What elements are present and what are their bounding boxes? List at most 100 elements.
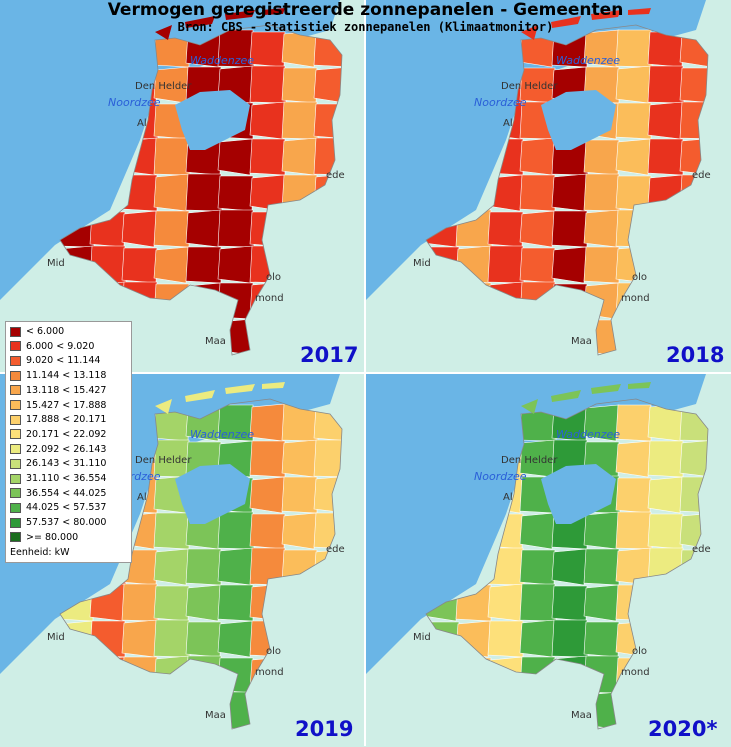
map-label-maa: Maa: [205, 336, 226, 347]
map-panel-top-right: 2018 Waddenzee Noordzee Den Helder Al ede Mid…: [366, 0, 731, 373]
legend-label: 20.171 < 22.092: [26, 428, 107, 440]
map-label-waddenzee: Waddenzee: [190, 428, 255, 441]
municipality: [185, 584, 222, 622]
legend-label: 6.000 < 9.020: [26, 340, 95, 352]
wadden-island: [521, 25, 538, 40]
municipality: [487, 245, 525, 284]
wadden-island: [591, 10, 621, 20]
legend-swatch: [10, 414, 21, 425]
year-label: 2018: [666, 343, 725, 367]
municipality: [551, 585, 588, 622]
legend-item: 17.888 < 20.171: [10, 413, 106, 426]
municipality: [121, 619, 158, 658]
municipality: [647, 513, 684, 550]
wadden-island: [225, 384, 255, 394]
legend-swatch: [10, 400, 21, 410]
municipality: [583, 511, 620, 550]
municipality: [185, 621, 222, 658]
map-label-mond: mond: [255, 667, 284, 678]
municipality: [551, 173, 588, 212]
wadden-island: [521, 399, 538, 414]
legend-swatch: [10, 326, 21, 337]
map-label-mid: Mid: [47, 632, 65, 643]
municipality: [153, 173, 190, 212]
map-label-al: Al: [137, 118, 147, 129]
map-label-olo: olo: [632, 272, 648, 283]
legend-item: 9.020 < 11.144: [10, 354, 100, 367]
municipality: [551, 619, 589, 658]
municipality: [487, 620, 524, 658]
country-outline: [425, 24, 709, 356]
map-label-ede: ede: [326, 544, 345, 555]
legend-item: 26.143 < 31.110: [10, 457, 106, 470]
municipality: [615, 511, 653, 550]
map-panel-bottom-right: 2020* Waddenzee Noordzee Den Helder Al ede Mi…: [366, 374, 731, 747]
map-label-mid: Mid: [47, 258, 65, 269]
map-label-maa: Maa: [205, 710, 226, 721]
legend-item: 13.118 < 15.427: [10, 384, 106, 397]
municipality: [519, 583, 557, 622]
municipality: [583, 548, 620, 586]
municipality: [249, 440, 286, 478]
year-label: 2019: [295, 717, 354, 741]
legend-item: 20.171 < 22.092: [10, 428, 106, 441]
wadden-island: [262, 382, 285, 389]
map-label-mond: mond: [621, 293, 650, 304]
wadden-island: [185, 390, 215, 402]
legend-label: 31.110 < 36.554: [26, 473, 107, 484]
map-label-noordzee: Noordzee: [474, 96, 527, 109]
municipality: [153, 548, 190, 586]
legend-swatch: [10, 385, 21, 396]
page-subtitle: Bron: CBS - Statistiek zonnepanelen (Kli…: [177, 20, 554, 34]
map-label-denhelder: Den Helder: [135, 455, 192, 466]
legend-label: 17.888 < 20.171: [26, 414, 107, 426]
legend-swatch: [10, 473, 21, 484]
municipality: [519, 512, 556, 550]
municipality: [647, 101, 684, 140]
map-label-olo: olo: [266, 646, 282, 657]
municipality: [153, 137, 191, 176]
map-label-maa: Maa: [571, 710, 592, 721]
wadden-island: [155, 25, 172, 40]
map-label-al: Al: [503, 118, 513, 129]
ijsselmeer: [541, 464, 616, 524]
municipality: [647, 65, 685, 104]
municipality: [121, 247, 158, 284]
wadden-island: [591, 384, 621, 394]
municipality: [519, 619, 556, 658]
municipality: [583, 209, 620, 248]
year-label: 2020*: [648, 717, 718, 741]
wadden-island: [551, 16, 581, 28]
municipality: [281, 476, 318, 514]
municipality: [185, 246, 222, 284]
country-outline: [59, 24, 343, 356]
map-svg: [366, 0, 731, 373]
legend-swatch: [10, 444, 21, 455]
municipality: [551, 548, 588, 586]
legend-item: 6.000 < 9.020: [10, 340, 94, 353]
municipality: [583, 584, 620, 622]
municipality: [281, 67, 318, 104]
municipality: [615, 65, 652, 104]
municipality: [217, 547, 254, 586]
map-label-noordzee: Noordzee: [108, 96, 161, 109]
map-label-al: Al: [503, 492, 513, 503]
map-label-mid: Mid: [413, 632, 431, 643]
map-label-olo: olo: [266, 272, 282, 283]
municipality: [121, 583, 159, 622]
map-label-maa: Maa: [571, 336, 592, 347]
legend-item: 31.110 < 36.554: [10, 472, 106, 485]
ijsselmeer: [175, 464, 250, 524]
municipality: [615, 404, 652, 442]
map-label-denhelder: Den Helder: [135, 81, 192, 92]
municipality: [217, 175, 254, 212]
municipality: [249, 403, 286, 442]
map-panel-top-left: 2017 Waddenzee Noordzee Den Helder Al ede Mid…: [0, 0, 365, 373]
municipality: [519, 210, 556, 248]
wadden-island: [262, 8, 285, 15]
municipality: [217, 209, 255, 248]
map-svg: [0, 0, 365, 373]
north-sea: [366, 0, 706, 300]
legend-item: < 6.000: [10, 325, 64, 338]
legend-item: >= 80.000: [10, 531, 78, 544]
